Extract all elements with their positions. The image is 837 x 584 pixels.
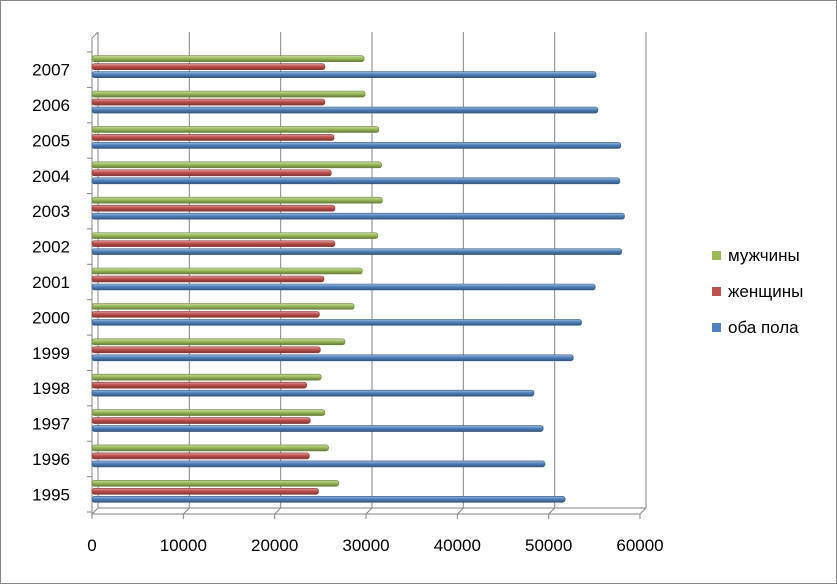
bar-zhenshchiny-2001 (91, 275, 325, 283)
legend-swatch (712, 287, 721, 296)
bar-oba-pola-2004 (91, 177, 621, 185)
bar-muzhchiny-2002 (91, 232, 379, 239)
y-tick-label: 2006 (32, 96, 70, 115)
bar-oba-pola-1999 (91, 354, 574, 362)
bar-muzhchiny-1997 (91, 409, 326, 416)
x-tick-label: 60000 (616, 536, 663, 555)
legend-swatch (712, 323, 721, 332)
bar-zhenshchiny-2007 (91, 63, 326, 70)
y-tick-label: 2004 (32, 167, 70, 186)
bar-zhenshchiny-1999 (91, 346, 321, 354)
bar-muzhchiny-1998 (91, 373, 322, 381)
legend-swatch (712, 251, 721, 260)
bar-oba-pola-1995 (91, 496, 566, 503)
bar-oba-pola-2000 (91, 319, 582, 326)
bar-oba-pola-1996 (91, 460, 546, 468)
gridline-floor (274, 507, 282, 515)
gridline-floor (91, 507, 99, 515)
bar-zhenshchiny-2003 (91, 204, 336, 212)
x-tick-label: 10000 (160, 536, 207, 555)
bar-muzhchiny-2007 (91, 55, 365, 62)
y-tick-label: 1997 (32, 415, 70, 434)
y-tick-label: 1998 (32, 379, 70, 398)
bar-muzhchiny-1999 (91, 338, 346, 346)
bar-muzhchiny-1996 (91, 444, 329, 452)
bar-zhenshchiny-1996 (91, 452, 310, 460)
bar-muzhchiny-2000 (91, 303, 355, 310)
legend-label: мужчины (728, 246, 800, 265)
bar-oba-pola-1997 (91, 425, 544, 432)
y-tick-label: 2002 (32, 238, 70, 257)
y-tick-label: 2005 (32, 131, 70, 150)
y-axis-top (91, 31, 99, 39)
gridline-floor (548, 507, 556, 515)
y-tick-label: 2001 (32, 273, 70, 292)
bar-oba-pola-2005 (91, 142, 622, 149)
y-tick-label: 1996 (32, 450, 70, 469)
bar-muzhchiny-2004 (91, 161, 382, 169)
bar-oba-pola-2006 (91, 106, 599, 114)
bar-oba-pola-2001 (91, 283, 596, 291)
bar-zhenshchiny-2000 (91, 311, 320, 318)
legend-label: оба пола (728, 318, 799, 337)
gridline-floor (365, 507, 373, 515)
bar-muzhchiny-2001 (91, 267, 363, 275)
y-tick-label: 2000 (32, 308, 70, 327)
bar-muzhchiny-2006 (91, 90, 366, 98)
bar-zhenshchiny-2002 (91, 240, 336, 247)
legend-label: женщины (728, 282, 803, 301)
bar-zhenshchiny-2004 (91, 169, 332, 177)
bar-muzhchiny-2005 (91, 126, 380, 133)
bar-zhenshchiny-2005 (91, 134, 335, 141)
bar-muzhchiny-1995 (91, 480, 339, 487)
y-tick-label: 1999 (32, 344, 70, 363)
x-tick-label: 40000 (434, 536, 481, 555)
y-tick-label: 2007 (32, 61, 70, 80)
gridline-floor (182, 507, 190, 515)
x-tick-label: 20000 (251, 536, 298, 555)
bar-zhenshchiny-1995 (91, 488, 319, 495)
bar-muzhchiny-2003 (91, 196, 383, 204)
y-tick-label: 1995 (32, 485, 70, 504)
bar-oba-pola-1998 (91, 389, 535, 397)
x-tick-label: 30000 (342, 536, 389, 555)
bar-zhenshchiny-1997 (91, 417, 311, 424)
x-tick-label: 0 (87, 536, 96, 555)
bar-oba-pola-2002 (91, 248, 623, 255)
bar-oba-pola-2003 (91, 212, 625, 220)
bar-zhenshchiny-2006 (91, 98, 326, 106)
y-tick-label: 2003 (32, 202, 70, 221)
x-tick-label: 50000 (525, 536, 572, 555)
gridline-floor (456, 507, 464, 515)
bar-oba-pola-2007 (91, 71, 597, 78)
gridline-floor (639, 507, 647, 515)
bar-zhenshchiny-1998 (91, 381, 307, 389)
